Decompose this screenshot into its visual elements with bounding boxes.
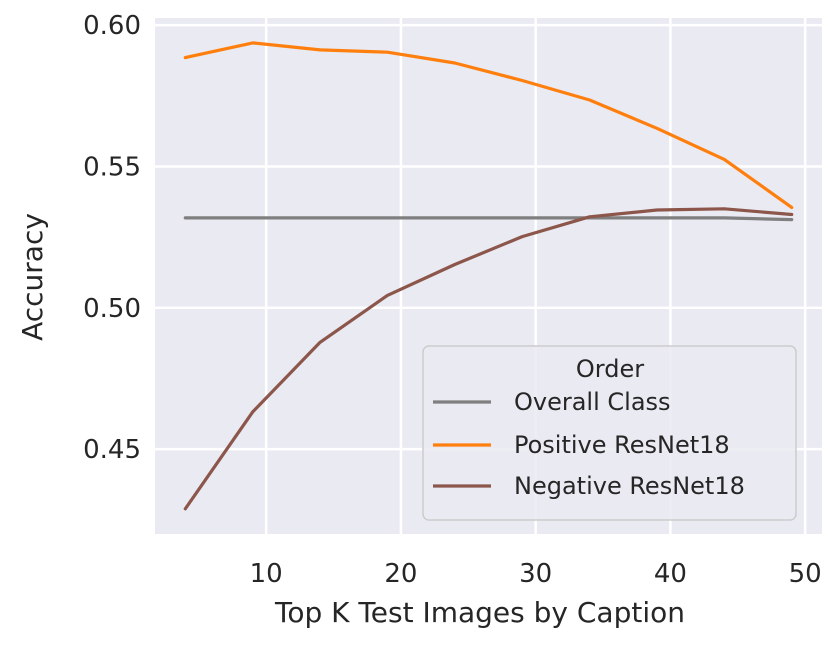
series-line-1: [183, 41, 794, 209]
series-line-0: [183, 216, 794, 222]
y-tick-label: 0.60: [83, 11, 141, 41]
legend-entries: Overall Class Positive ResNet18 Negative R…: [433, 388, 745, 500]
x-tick-label: 40: [654, 559, 687, 589]
legend-label-1: Positive ResNet18: [514, 431, 730, 459]
legend-label-2: Negative ResNet18: [514, 472, 745, 500]
x-tick-label: 50: [789, 559, 822, 589]
legend: Order Overall Class Positive ResNet18 Nega…: [422, 345, 797, 521]
y-axis-label: Accuracy: [16, 213, 49, 341]
x-axis-label: Top K Test Images by Caption: [274, 596, 685, 629]
series-line-2: [183, 207, 794, 511]
legend-label-0: Overall Class: [514, 388, 671, 416]
data-series: [183, 41, 794, 511]
x-tick-label: 20: [384, 559, 417, 589]
x-tick-label: 10: [250, 559, 283, 589]
legend-box: [422, 345, 797, 521]
y-axis-ticks: 0.45 0.50 0.55 0.60: [83, 11, 141, 465]
x-axis-ticks: 10 20 30 40 50: [250, 559, 822, 589]
y-tick-label: 0.50: [83, 294, 141, 324]
y-tick-label: 0.45: [83, 435, 141, 465]
x-tick-label: 30: [519, 559, 552, 589]
y-tick-label: 0.55: [83, 152, 141, 182]
legend-title: Order: [576, 355, 644, 383]
